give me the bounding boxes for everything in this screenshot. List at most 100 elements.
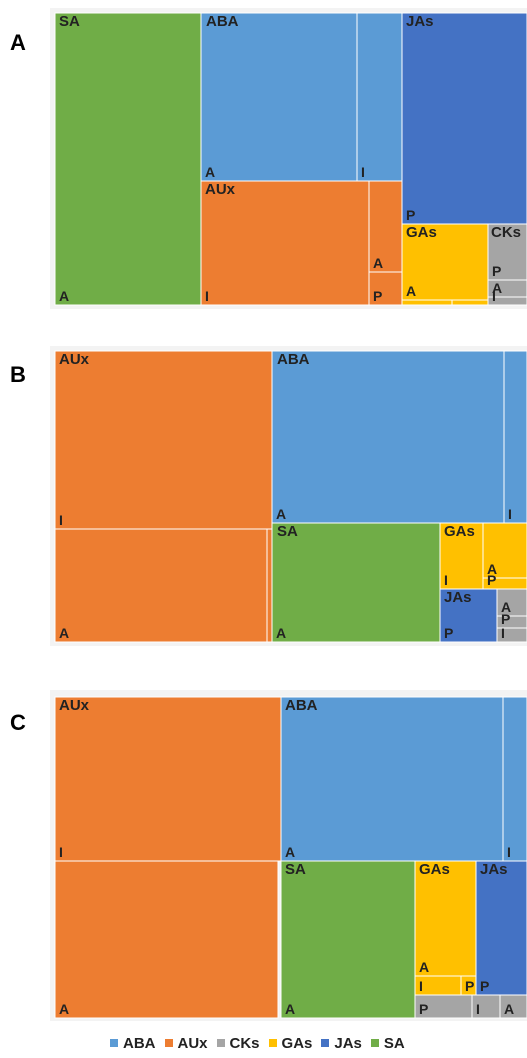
treemap-tile-label-b-aux-a: A [59,625,69,641]
treemap-tile-label-b-aba-a: A [276,506,286,522]
legend-item-sa: SA [370,1034,405,1052]
treemap-tile-b-aba-a [271,350,505,524]
treemap-tile-label-a-aba-i: I [361,164,365,180]
treemap-tile-label-b-cks-i: I [501,625,505,641]
treemap-tile-c-aux-a [54,860,279,1019]
legend-swatch-cks [216,1039,225,1047]
treemap-tile-label-b-sa-a: A [276,625,286,641]
treemap-tile-label-c-cks-i: I [476,1001,480,1017]
treemap-group-label-a-cks: CKs [491,224,521,241]
legend-label-sa: SA [383,1034,405,1052]
legend-label-cks: CKs [229,1034,260,1052]
treemap-tile-label-a-aux-p: P [373,288,382,304]
treemap-group-label-b-jas: JAs [444,589,472,606]
treemap-tile-label-a-aux-i: I [205,288,209,304]
treemap-tile-label-c-aba-a: A [285,844,295,860]
treemap-tile-label-a-gas-a: A [406,283,416,299]
treemap-tile-label-b-gas-a: A [487,561,497,577]
legend-item-aux: AUx [164,1034,208,1052]
treemap-tile-a-cks-p [487,223,527,281]
treemap-tile-label-c-gas-p: P [465,978,474,994]
treemap-tile-label-b-aba-i: I [508,506,512,522]
treemap-tile-label-c-jas-p: P [480,978,489,994]
treemap-tile-label-a-aux-a: A [373,255,383,271]
treemap-tile-label-c-sa-a: A [285,1001,295,1017]
treemap-tile-c-jas-p [475,860,527,996]
treemap-tile-b-jas-p [439,588,498,643]
treemap-tile-label-c-aba-i: I [507,844,511,860]
legend-item-jas: JAs [321,1035,362,1052]
treemap-tile-label-c-cks-a: A [504,1001,514,1017]
treemap-tile-label-c-aux-i: I [59,844,63,860]
treemap-group-label-c-aba: ABA [285,697,318,714]
treemap-tile-a-aba-i [356,12,403,182]
treemap-tile-a-cks-i [487,296,527,306]
panel-label-a: A [10,30,26,55]
treemap-tile-c-sa-a [280,860,416,1019]
treemap-tile-label-a-cks-i: I [492,288,496,304]
treemap-tile-a-gas-i [401,299,453,306]
legend-item-gas: GAs [268,1034,313,1052]
legend-label-aux: AUx [177,1034,208,1052]
treemap-tile-label-b-jas-p: P [444,625,453,641]
treemap-tile-label-a-aba-a: A [205,164,215,180]
treemap-tile-a-gas-a [401,223,489,301]
chart-legend: ABA AUx CKs GAs JAs SA [110,1033,405,1053]
treemap-tile-b-aux-p [266,528,273,643]
treemap-tile-a-gas-p [451,299,489,306]
treemap-tile-label-b-gas-i: I [444,572,448,588]
treemap-group-label-c-aux: AUx [59,697,90,714]
treemap-tile-c-aba-i [502,696,527,862]
treemap-group-label-c-gas: GAs [419,861,450,878]
treemap-group-label-b-sa: SA [277,523,298,540]
treemap-tile-label-b-cks-p: P [501,611,510,627]
treemap-tile-b-gas-a [482,522,527,579]
treemap-group-label-a-jas: JAs [406,13,434,30]
treemap-tile-label-c-cks-p: P [419,1001,428,1017]
legend-label-jas: JAs [334,1034,362,1052]
legend-swatch-gas [268,1039,277,1047]
treemap-tile-label-c-gas-i: I [419,978,423,994]
legend-label-gas: GAs [281,1034,313,1052]
treemap-group-label-b-gas: GAs [444,523,475,540]
legend-item-cks: CKs [216,1034,260,1052]
treemap-tile-b-aba-i [503,350,527,524]
treemap-tile-b-cks-i [496,627,527,643]
treemap-tile-a-sa-a [54,12,202,306]
treemap-tile-b-aux-a [54,528,268,643]
legend-label-aba: ABA [123,1034,156,1052]
treemap-tile-label-c-gas-a: A [419,959,429,975]
treemap-tile-a-aba-a [200,12,358,182]
treemap-group-label-b-aux: AUx [59,351,90,368]
treemap-tile-label-a-cks-p: P [492,263,501,279]
treemap-group-label-c-sa: SA [285,861,306,878]
treemap-tile-label-b-cks-a: A [501,599,511,615]
treemap-tile-label-a-jas-p: P [406,207,415,223]
treemap-group-label-a-aba: ABA [206,13,239,30]
treemap-tile-c-aux-i [54,696,282,862]
treemap-tile-label-b-aux-i: I [59,512,63,528]
panel-label-b: B [10,362,26,387]
treemap-tile-a-aux-i [200,180,370,306]
treemap-tile-c-cks-a [499,994,527,1019]
legend-swatch-aba [110,1039,118,1047]
treemap-group-label-b-aba: ABA [277,351,310,368]
treemap-group-label-a-gas: GAs [406,224,437,241]
treemap-tile-c-gas-a [414,860,477,977]
treemap-tile-b-sa-a [271,522,441,643]
treemap-group-label-c-jas: JAs [480,861,508,878]
legend-swatch-sa [370,1039,379,1047]
legend-item-aba: ABA [110,1035,156,1052]
legend-swatch-jas [321,1039,330,1047]
legend-swatch-aux [164,1039,173,1047]
treemap-tile-c-aba-a [280,696,504,862]
treemap-tile-label-a-cks-a: A [492,280,502,296]
treemap-tile-b-aux-i [54,350,273,530]
panel-label-c: C [10,710,26,735]
treemap-tile-label-c-aux-a: A [59,1001,69,1017]
treemap-tile-a-jas-p [401,12,527,225]
treemap-tile-label-a-sa-a: A [59,288,69,304]
treemap-tile-label-b-gas-p: P [487,572,496,588]
treemap-group-label-a-aux: AUx [205,181,236,198]
